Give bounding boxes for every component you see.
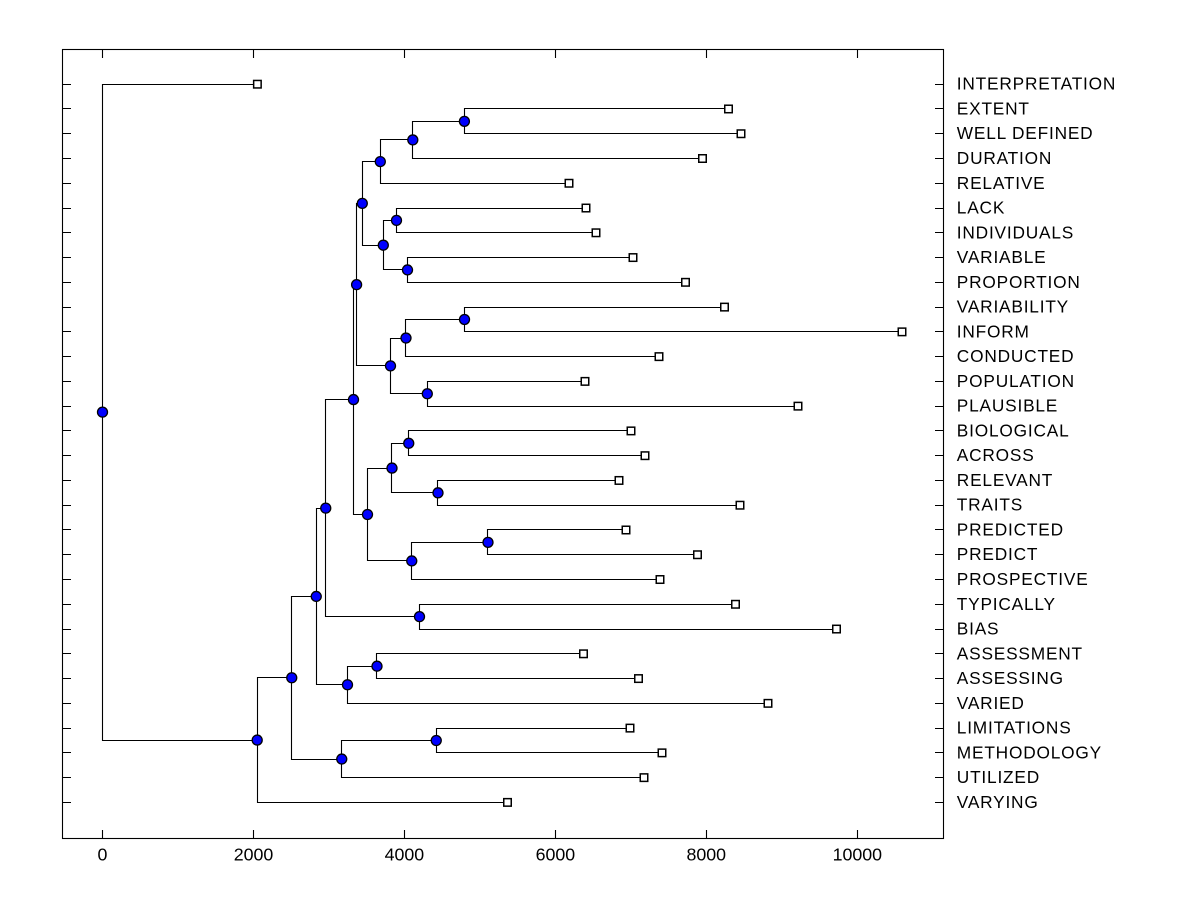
svg-text:TYPICALLY: TYPICALLY [957,594,1056,614]
svg-text:RELATIVE: RELATIVE [957,173,1046,193]
svg-text:ASSESSMENT: ASSESSMENT [957,643,1083,663]
svg-text:LACK: LACK [957,198,1005,218]
svg-text:BIOLOGICAL: BIOLOGICAL [957,420,1070,440]
svg-text:BIAS: BIAS [957,619,1000,639]
svg-text:PLAUSIBLE: PLAUSIBLE [957,396,1058,416]
svg-text:PREDICT: PREDICT [957,544,1038,564]
svg-text:2000: 2000 [234,845,274,865]
svg-text:0: 0 [98,845,108,865]
svg-text:4000: 4000 [385,845,425,865]
svg-text:6000: 6000 [536,845,576,865]
svg-text:LIMITATIONS: LIMITATIONS [957,718,1072,738]
svg-text:TRAITS: TRAITS [957,495,1023,515]
svg-text:INDIVIDUALS: INDIVIDUALS [957,222,1074,242]
svg-text:10000: 10000 [833,845,883,865]
svg-text:RELEVANT: RELEVANT [957,470,1053,490]
svg-text:VARYING: VARYING [957,792,1039,812]
svg-text:UTILIZED: UTILIZED [957,767,1040,787]
svg-text:INTERPRETATION: INTERPRETATION [957,74,1116,94]
svg-text:WELL DEFINED: WELL DEFINED [957,123,1094,143]
svg-text:VARIED: VARIED [957,693,1025,713]
svg-text:EXTENT: EXTENT [957,99,1030,119]
svg-text:INFORM: INFORM [957,321,1030,341]
svg-text:CONDUCTED: CONDUCTED [957,346,1075,366]
svg-text:POPULATION: POPULATION [957,371,1075,391]
svg-text:8000: 8000 [687,845,727,865]
svg-text:PROSPECTIVE: PROSPECTIVE [957,569,1089,589]
svg-text:DURATION: DURATION [957,148,1052,168]
svg-text:ASSESSING: ASSESSING [957,668,1064,688]
svg-text:VARIABLE: VARIABLE [957,247,1047,267]
svg-text:ACROSS: ACROSS [957,445,1035,465]
svg-text:PROPORTION: PROPORTION [957,272,1081,292]
svg-text:PREDICTED: PREDICTED [957,520,1064,540]
svg-text:VARIABILITY: VARIABILITY [957,297,1069,317]
svg-text:METHODOLOGY: METHODOLOGY [957,742,1102,762]
